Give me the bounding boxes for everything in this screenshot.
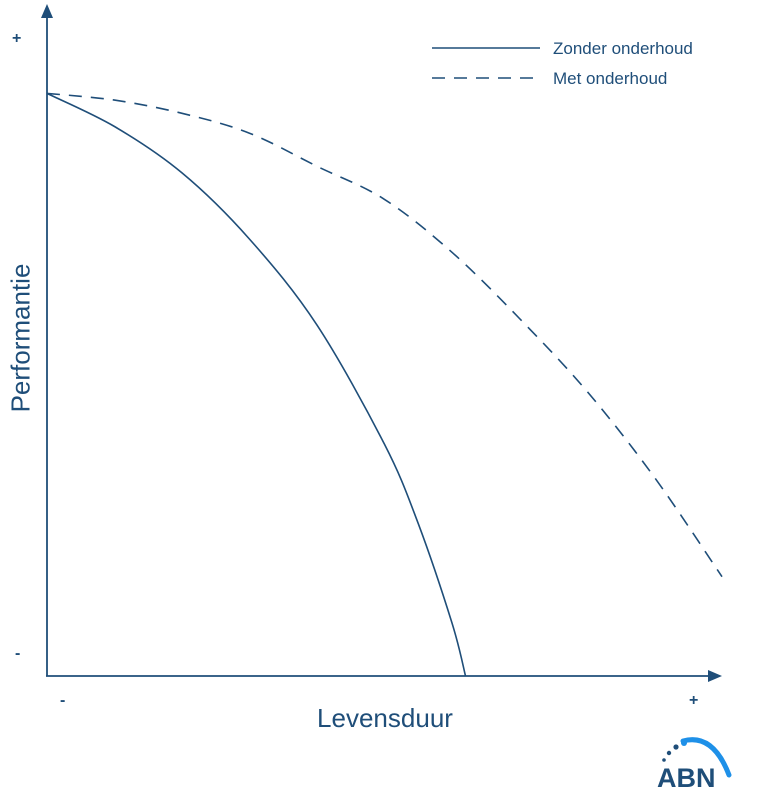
logo-dot xyxy=(666,750,672,756)
x-tick-start: - xyxy=(60,692,66,709)
axes xyxy=(41,4,722,682)
legend xyxy=(432,47,540,79)
logo-dot xyxy=(673,744,679,750)
abn-logo: ABN xyxy=(657,737,732,789)
y-axis-arrow xyxy=(41,4,53,18)
x-axis-label: Levensduur xyxy=(317,703,453,733)
legend-label-zonder-onderhoud: Zonder onderhoud xyxy=(553,39,693,58)
y-axis-label: Performantie xyxy=(5,263,36,413)
logo-dot xyxy=(681,740,687,746)
logo-dot xyxy=(662,758,666,762)
logo-arc xyxy=(680,737,732,778)
legend-label-met-onderhoud: Met onderhoud xyxy=(553,69,668,88)
x-axis-arrow xyxy=(708,670,722,682)
y-tick-bottom: - xyxy=(15,645,21,662)
x-tick-end: + xyxy=(689,692,699,709)
y-tick-top: + xyxy=(12,30,22,47)
logo-text: ABN xyxy=(657,763,716,789)
series-group xyxy=(46,92,723,677)
series-line-met-onderhoud xyxy=(46,92,723,578)
series-line-zonder-onderhoud xyxy=(46,92,467,677)
